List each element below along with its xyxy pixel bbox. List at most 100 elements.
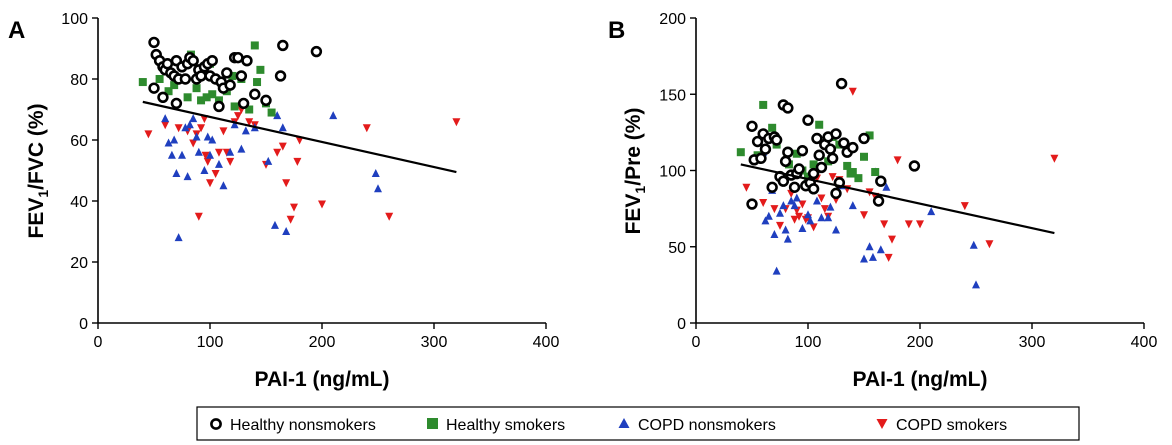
panel-a-point-hn — [195, 70, 207, 82]
panel-a-plot-area: 0 100 200 300 400 0 20 40 60 80 100 — [61, 11, 559, 351]
panel-b-point-hn — [793, 163, 805, 175]
panel-b-point-cn — [876, 245, 885, 254]
panel-a-y-tick-label: 60 — [70, 133, 88, 150]
panel-b-point-hn — [796, 144, 809, 157]
panel-b-point-hs — [848, 168, 857, 177]
panel-a-point-cn — [181, 123, 190, 132]
panel-b-point-cn — [868, 252, 877, 261]
panel-a-point-cn — [241, 126, 250, 135]
panel-b-point-hn — [807, 183, 820, 195]
panel-a-x-tick-label: 300 — [421, 334, 448, 351]
panel-b-y-tick-label: 200 — [659, 11, 686, 28]
panel-a-point-hs — [164, 87, 173, 96]
panel-b-point-hs — [865, 131, 874, 140]
panel-b-point-cn — [812, 196, 821, 205]
panel-b-point-cs — [884, 253, 893, 262]
panel-b-regression-line — [740, 163, 1055, 235]
panel-a-point-cn — [161, 114, 170, 123]
panel-b-point-cs — [795, 212, 804, 221]
panel-a-point-cn — [183, 172, 192, 181]
panel-b-x-tick-label: 200 — [907, 334, 934, 351]
panel-a-y-tick-label: 100 — [61, 11, 88, 28]
panel-a-point-hn — [148, 82, 160, 94]
panel-a-y-tick-label: 80 — [70, 72, 88, 89]
panel-a-point-cn — [200, 166, 209, 174]
panel-b-plot-area: 0 100 200 300 400 0 50 100 150 200 — [659, 11, 1157, 351]
panel-a-point-cn — [170, 135, 179, 144]
panel-b-point-cn — [787, 196, 796, 205]
panel-b-point-hn — [908, 160, 921, 172]
panel-b-y-tick-label: 50 — [668, 240, 686, 257]
ring-icon — [210, 418, 222, 430]
panel-a-point-cn — [185, 120, 194, 129]
panel-b-point-hs — [871, 168, 880, 177]
panel-a-point-cs — [290, 203, 298, 212]
panel-a-point-hn — [235, 70, 248, 82]
panel-a-point-cs — [144, 130, 153, 139]
panel-b-y-tick-label: 100 — [659, 164, 686, 181]
panel-a-point-hn — [157, 91, 169, 104]
panel-a-point-cn — [206, 150, 214, 159]
panel-b-point-cs — [759, 199, 768, 208]
panel-b-point-cn — [969, 240, 978, 249]
panel-b-point-cs — [893, 156, 902, 165]
panel-a-point-hs — [230, 102, 239, 111]
panel-a-point-cs — [203, 157, 212, 166]
panel-b-y-axis-title-sub: 1 — [632, 186, 648, 194]
panel-a-point-hn — [206, 54, 218, 67]
panel-a-point-cs — [211, 170, 220, 179]
panel-a-y-tick-label: 0 — [79, 316, 88, 333]
panel-b-point-cn — [826, 202, 835, 211]
legend-label-copd-smokers: COPD smokers — [896, 417, 1007, 434]
panel-b-x-tick-label: 100 — [795, 334, 822, 351]
panel-a-point-cn — [172, 169, 181, 178]
panel-b-point-cn — [865, 242, 874, 251]
legend-label-healthy-nonsmokers: Healthy nonsmokers — [230, 417, 376, 434]
panel-b-point-cn — [792, 193, 801, 202]
panel-b-point-hn — [779, 155, 792, 168]
panel-a-point-hn — [221, 67, 233, 79]
panel-b-point-hs — [736, 148, 745, 157]
panel-a-chart: A PAI-1 (ng/mL) FEV1/FVC (%) 0 100 200 300 4… — [8, 11, 559, 391]
panel-a-point-cn — [282, 227, 291, 235]
panel-b-point-cs — [916, 220, 924, 229]
panel-b-point-hn — [746, 120, 758, 132]
panel-b-x-tick-label: 0 — [692, 334, 701, 351]
panel-b-point-cn — [806, 216, 815, 225]
panel-a-point-cn — [208, 135, 217, 144]
panel-b-point-cs — [809, 223, 818, 232]
panel-b-point-cs — [880, 220, 889, 229]
panel-a-point-hn — [179, 73, 192, 85]
panel-b-point-hn — [826, 152, 839, 165]
panel-b-point-cn — [770, 230, 779, 239]
panel-a-point-cn — [164, 138, 173, 147]
panel-a-point-cs — [293, 157, 302, 166]
panel-b-point-cs — [817, 194, 826, 203]
panel-a-x-axis-title: PAI-1 (ng/mL) — [255, 368, 390, 391]
panel-b-y-axis-title-rest: /Pre (%) — [622, 108, 645, 186]
panel-b-point-hn — [847, 141, 859, 154]
panel-b-point-cs — [790, 215, 799, 224]
panel-b-x-tick-label: 400 — [1131, 334, 1158, 351]
panel-a-letter: A — [8, 17, 25, 44]
panel-a-point-hs — [208, 90, 217, 99]
panel-b-point-cn — [860, 254, 868, 263]
panel-b-point-hn — [788, 181, 801, 193]
panel-a-point-cn — [189, 114, 198, 123]
panel-b-point-hn — [858, 132, 870, 145]
panel-b-point-cs — [828, 173, 837, 182]
panel-b-point-cn — [824, 213, 833, 222]
panel-a-point-hs — [170, 81, 179, 90]
panel-b-point-hs — [843, 161, 852, 170]
panel-a-point-cs — [245, 118, 254, 127]
panel-a-point-cn — [230, 120, 239, 129]
panel-b-point-hn — [811, 132, 823, 145]
panel-b-point-hn — [813, 149, 825, 161]
panel-a-point-hs — [138, 78, 147, 87]
panel-a-point-cs — [282, 179, 291, 188]
panel-b-point-cs — [904, 220, 913, 229]
triangle-down-icon — [876, 419, 888, 429]
square-icon — [427, 418, 438, 429]
panel-b-point-cn — [972, 280, 980, 289]
